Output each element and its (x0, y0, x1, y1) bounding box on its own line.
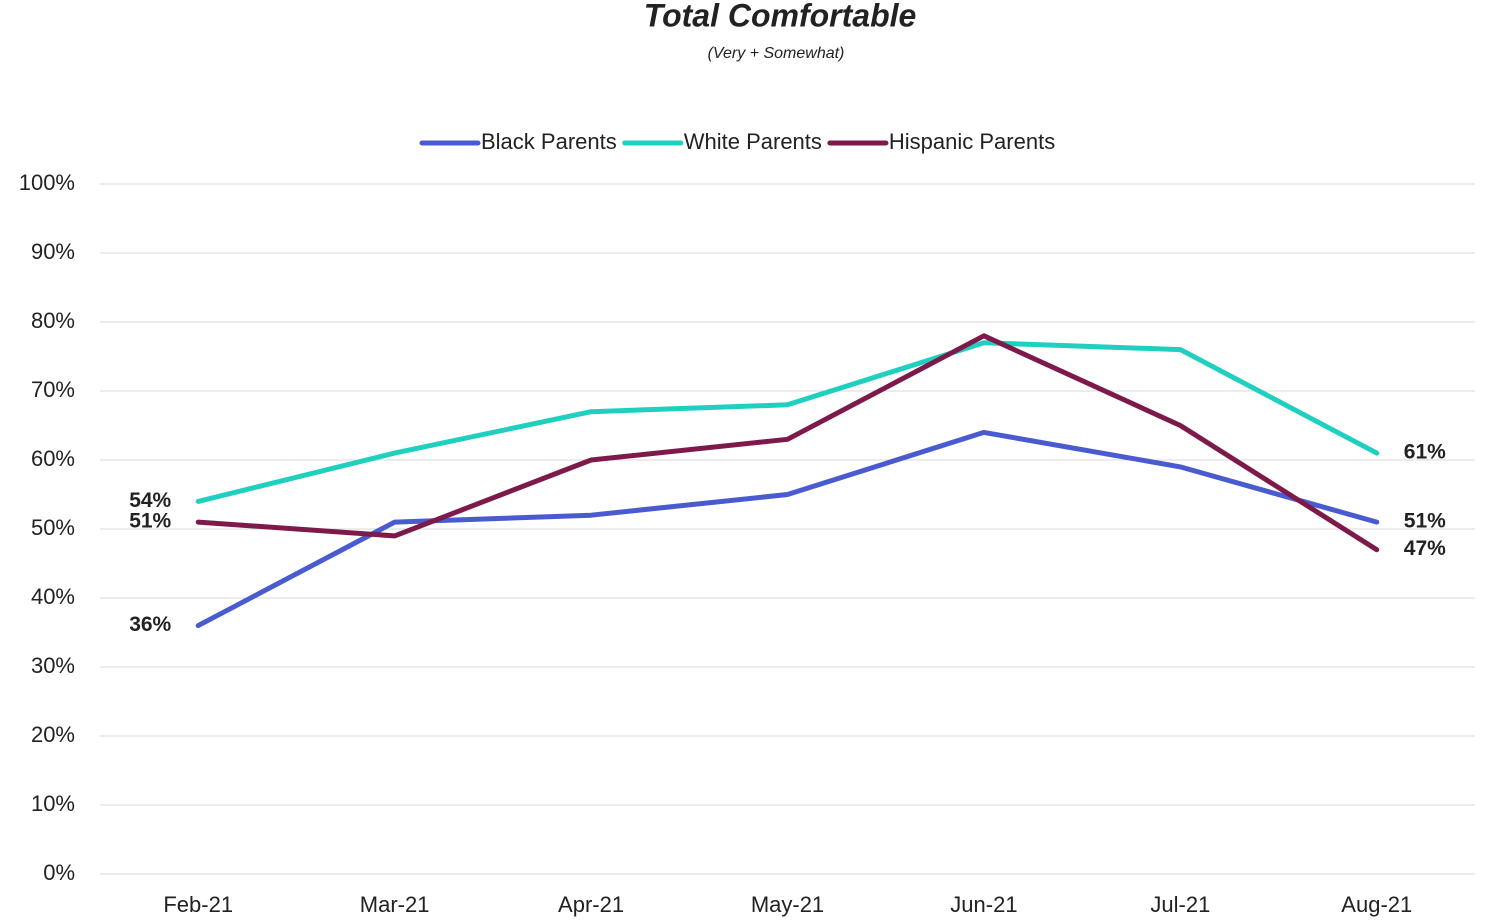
x-tick-label: Jul-21 (1150, 892, 1210, 917)
y-tick-label: 0% (43, 860, 75, 885)
x-tick-label: May-21 (751, 892, 824, 917)
y-tick-label: 80% (31, 308, 75, 333)
x-tick-label: Feb-21 (163, 892, 233, 917)
y-tick-label: 30% (31, 653, 75, 678)
x-tick-label: Mar-21 (360, 892, 430, 917)
x-tick-label: Aug-21 (1341, 892, 1412, 917)
data-label: 54% (129, 489, 171, 512)
y-tick-label: 60% (31, 446, 75, 471)
chart-subtitle: (Very + Somewhat) (708, 45, 845, 62)
x-tick-label: Jun-21 (950, 892, 1017, 917)
data-label: 51% (129, 510, 171, 533)
y-tick-label: 70% (31, 377, 75, 402)
y-tick-label: 10% (31, 791, 75, 816)
legend-label: White Parents (684, 129, 822, 154)
y-tick-label: 100% (19, 170, 75, 195)
y-tick-label: 90% (31, 239, 75, 264)
data-label: 51% (1404, 510, 1446, 533)
data-label: 61% (1404, 441, 1446, 464)
chart-title: Total Comfortable (644, 0, 917, 33)
series-line (195, 429, 1380, 629)
data-label: 47% (1404, 537, 1446, 560)
data-label: 36% (129, 613, 171, 636)
legend-label: Hispanic Parents (889, 129, 1055, 154)
legend-label: Black Parents (481, 129, 617, 154)
y-tick-label: 40% (31, 584, 75, 609)
series-line (195, 333, 1380, 553)
y-tick-label: 20% (31, 722, 75, 747)
y-tick-label: 50% (31, 515, 75, 540)
series-line (195, 340, 1380, 504)
x-tick-label: Apr-21 (558, 892, 624, 917)
